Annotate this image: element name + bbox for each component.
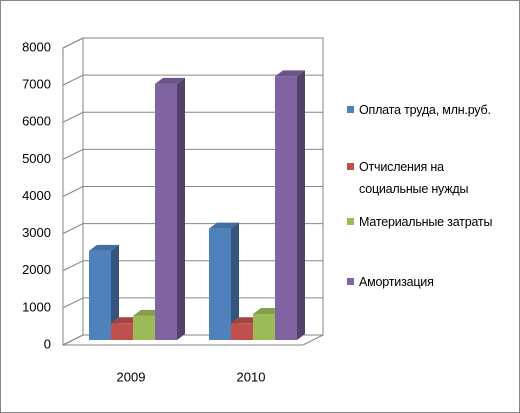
bar-side xyxy=(111,244,119,340)
bar xyxy=(155,77,185,341)
y-tick-label: 2000 xyxy=(22,262,51,277)
legend-label: Оплата труда, млн.руб. xyxy=(359,103,491,117)
grid-line xyxy=(62,37,323,49)
y-tick-label: 4000 xyxy=(22,188,51,203)
grid-line xyxy=(62,186,323,197)
y-tick-label: 8000 xyxy=(22,39,51,54)
bar-front xyxy=(133,315,155,340)
x-tick-label: 2010 xyxy=(237,369,266,384)
bar-front xyxy=(231,323,253,340)
grid-line xyxy=(62,223,323,235)
bar-front xyxy=(253,314,275,340)
legend-item: Оплата труда, млн.руб. xyxy=(347,99,509,121)
bar xyxy=(209,222,239,340)
bar-top xyxy=(209,222,239,229)
bar-front xyxy=(209,228,231,340)
bar-side xyxy=(231,222,239,340)
x-tick-label: 2009 xyxy=(117,369,146,384)
grid-line xyxy=(62,260,323,272)
grid-line xyxy=(62,297,323,309)
bar-side xyxy=(297,70,305,340)
bar-front xyxy=(275,76,297,340)
legend-item: Отчисления на социальные нужды xyxy=(347,156,509,200)
y-tick-label: 6000 xyxy=(22,114,51,129)
legend-item: Материальные затраты xyxy=(347,211,509,233)
bar-front xyxy=(89,250,111,340)
y-tick-label: 1000 xyxy=(22,299,51,314)
legend-item: Амортизация xyxy=(347,271,509,293)
legend-label: Отчисления на социальные нужды xyxy=(359,160,469,196)
bar xyxy=(275,70,305,340)
legend-marker xyxy=(347,163,354,170)
y-tick-label: 3000 xyxy=(22,225,51,240)
y-tick-label: 5000 xyxy=(22,151,51,166)
legend-label: Амортизация xyxy=(359,275,434,289)
legend-marker xyxy=(347,218,354,225)
legend-marker xyxy=(347,278,354,285)
bar-top xyxy=(275,70,305,77)
bar xyxy=(89,244,119,340)
legend-label: Материальные затраты xyxy=(359,215,493,229)
bar-front xyxy=(155,83,177,341)
grid-line xyxy=(62,74,323,86)
grid-line xyxy=(62,148,323,160)
bar-top xyxy=(89,244,119,251)
bar-front xyxy=(111,323,133,340)
y-tick-label: 0 xyxy=(44,336,51,351)
y-tick-label: 7000 xyxy=(22,77,51,92)
bar-side xyxy=(177,77,185,341)
bar-top xyxy=(155,77,185,84)
legend-marker xyxy=(347,106,354,113)
grid-line xyxy=(62,111,323,123)
